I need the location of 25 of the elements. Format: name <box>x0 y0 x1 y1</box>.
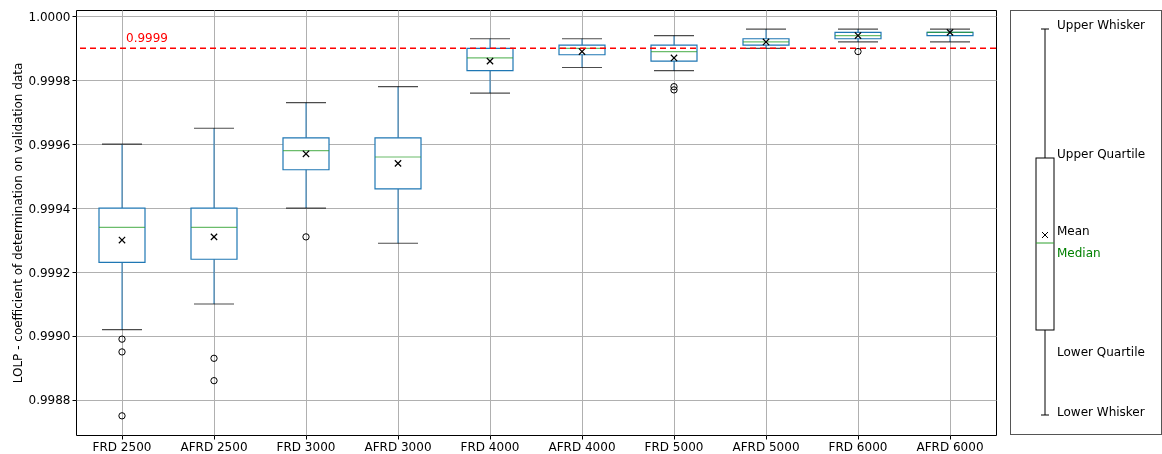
x-tick-label: FRD 2500 <box>92 439 152 454</box>
x-tick-label: AFRD 6000 <box>916 439 984 454</box>
y-tick-label: 0.9998 <box>28 73 71 88</box>
y-tick-label: 0.9992 <box>28 265 71 280</box>
x-tick-label: AFRD 5000 <box>732 439 800 454</box>
text: Median <box>1057 245 1101 260</box>
text: Lower Quartile <box>1057 344 1145 359</box>
y-axis-title: LOLP - coefficient of determination on validation data <box>10 62 25 384</box>
y-tick-label: 0.9994 <box>28 201 71 216</box>
text: Upper Quartile <box>1057 146 1146 161</box>
text: Upper Whisker <box>1057 17 1146 32</box>
x-tick-label: FRD 6000 <box>828 439 888 454</box>
text: Mean <box>1057 223 1090 238</box>
y-tick-label: 0.9996 <box>28 137 71 152</box>
text: Lower Whisker <box>1057 404 1145 419</box>
x-tick-label: AFRD 2500 <box>180 439 248 454</box>
x-tick-label: FRD 5000 <box>644 439 704 454</box>
x-tick-label: AFRD 3000 <box>364 439 432 454</box>
y-tick-label: 0.9990 <box>28 329 71 344</box>
y-tick-label: 1.0000 <box>28 9 71 24</box>
y-tick-label: 0.9988 <box>28 393 71 408</box>
x-tick-label: FRD 4000 <box>460 439 520 454</box>
x-tick-label: FRD 3000 <box>276 439 336 454</box>
ref-line-label: 0.9999 <box>126 31 168 46</box>
x-tick-label: AFRD 4000 <box>548 439 616 454</box>
